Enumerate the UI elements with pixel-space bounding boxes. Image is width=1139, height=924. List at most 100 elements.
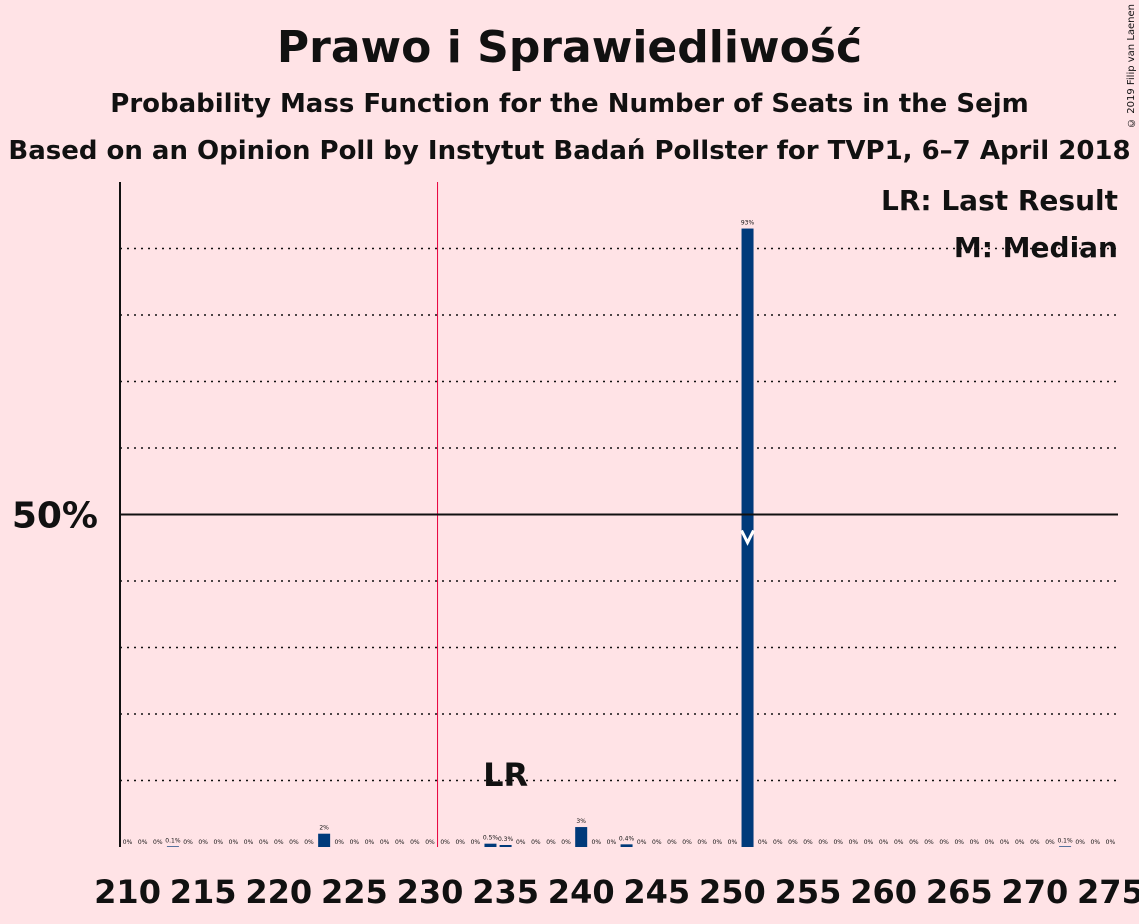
x-tick-label: 255 xyxy=(775,873,842,911)
data-label: 0% xyxy=(970,839,980,846)
data-label: 0% xyxy=(1030,839,1040,846)
data-label: 0% xyxy=(153,839,163,846)
data-label: 0% xyxy=(667,839,677,846)
data-label: 0% xyxy=(334,839,344,846)
data-label: 0% xyxy=(380,839,390,846)
data-label: 0% xyxy=(1045,839,1055,846)
data-label: 0% xyxy=(849,839,859,846)
data-label: 3% xyxy=(576,818,586,825)
data-label: 0% xyxy=(365,839,375,846)
x-tick-label: 245 xyxy=(623,873,690,911)
data-label: 0% xyxy=(758,839,768,846)
data-label: 0.1% xyxy=(1057,837,1073,844)
data-label: 0% xyxy=(697,839,707,846)
x-tick-label: 250 xyxy=(699,873,766,911)
data-label: 0% xyxy=(561,839,571,846)
data-label: 0% xyxy=(652,839,662,846)
legend-last-result: LR: Last Result xyxy=(881,184,1118,217)
y-tick-label: 50% xyxy=(12,496,98,537)
data-label: 0% xyxy=(985,839,995,846)
data-label: 0% xyxy=(259,839,269,846)
data-label: 0% xyxy=(244,839,254,846)
bar xyxy=(166,846,179,847)
x-tick-label: 225 xyxy=(321,873,388,911)
data-label: 0% xyxy=(546,839,556,846)
data-label: 0% xyxy=(214,839,224,846)
data-label: 0% xyxy=(395,839,405,846)
chart-source: Based on an Opinion Poll by Instytut Bad… xyxy=(8,136,1131,166)
data-label: 0% xyxy=(304,839,314,846)
data-label: 0% xyxy=(1000,839,1010,846)
data-label: 0% xyxy=(773,839,783,846)
data-label: 0% xyxy=(183,839,193,846)
data-label: 0.3% xyxy=(498,836,514,843)
data-label: 0% xyxy=(909,839,919,846)
data-label: 2% xyxy=(319,825,329,832)
data-label: 0% xyxy=(1091,839,1101,846)
data-label: 0% xyxy=(455,839,465,846)
data-label: 0% xyxy=(1075,839,1085,846)
data-label: 93% xyxy=(741,220,755,227)
bar xyxy=(499,845,512,847)
bar xyxy=(318,833,331,847)
data-label: 0% xyxy=(440,839,450,846)
data-label: 0% xyxy=(894,839,904,846)
data-label: 0% xyxy=(592,839,602,846)
x-tick-label: 275 xyxy=(1077,873,1139,911)
data-label: 0% xyxy=(833,839,843,846)
data-label: 0% xyxy=(1015,839,1025,846)
median-marker xyxy=(740,529,755,546)
x-tick-label: 215 xyxy=(170,873,237,911)
data-label: 0% xyxy=(954,839,964,846)
data-label: 0% xyxy=(531,839,541,846)
data-label: 0% xyxy=(138,839,148,846)
data-label: 0% xyxy=(788,839,798,846)
data-label: 0% xyxy=(198,839,208,846)
legend-median: M: Median xyxy=(954,231,1118,264)
data-label: 0% xyxy=(410,839,420,846)
last-result-label: LR xyxy=(483,756,528,794)
data-label: 0% xyxy=(879,839,889,846)
data-label: 0% xyxy=(803,839,813,846)
data-label: 0% xyxy=(289,839,299,846)
data-label: 0.4% xyxy=(619,835,635,842)
grid-lines xyxy=(120,247,1118,782)
bar xyxy=(484,843,497,847)
bar xyxy=(1059,846,1072,847)
data-label: 0% xyxy=(1106,839,1116,846)
data-label: 0% xyxy=(607,839,617,846)
data-label: 0% xyxy=(818,839,828,846)
x-axis-ticks: 210 215 220 225 230 235 240 245 250 255 260 265 270 2… xyxy=(94,873,1139,911)
bar xyxy=(575,827,588,847)
data-label: 0% xyxy=(924,839,934,846)
x-tick-label: 260 xyxy=(850,873,917,911)
data-label: 0% xyxy=(229,839,239,846)
data-label: 0% xyxy=(682,839,692,846)
data-label: 0% xyxy=(637,839,647,846)
x-tick-label: 235 xyxy=(472,873,539,911)
data-label: 0% xyxy=(713,839,723,846)
data-label: 0% xyxy=(728,839,738,846)
data-label: 0% xyxy=(274,839,284,846)
data-label: 0% xyxy=(864,839,874,846)
x-tick-label: 240 xyxy=(548,873,615,911)
bar xyxy=(620,844,633,847)
data-label: 0% xyxy=(425,839,435,846)
x-tick-label: 265 xyxy=(926,873,993,911)
bar xyxy=(741,228,754,848)
data-label: 0% xyxy=(516,839,526,846)
data-label: 0% xyxy=(471,839,481,846)
x-tick-label: 230 xyxy=(397,873,464,911)
data-label: 0.5% xyxy=(483,835,499,842)
bars xyxy=(166,228,1072,848)
data-label: 0.1% xyxy=(165,837,181,844)
chart-title: Prawo i Sprawiedliwość xyxy=(276,22,863,73)
data-label: 0% xyxy=(350,839,360,846)
x-tick-label: 270 xyxy=(1001,873,1068,911)
x-tick-label: 220 xyxy=(245,873,312,911)
data-label: 0% xyxy=(123,839,133,846)
chart-subtitle: Probability Mass Function for the Number… xyxy=(110,89,1029,119)
data-labels: 0% 0% 0% 0.1% 0% 0% 0% 0% 0% 0% 0% 0% 0%2%0% 0% 0% 0% 0%… xyxy=(123,220,1116,846)
x-tick-label: 210 xyxy=(94,873,161,911)
